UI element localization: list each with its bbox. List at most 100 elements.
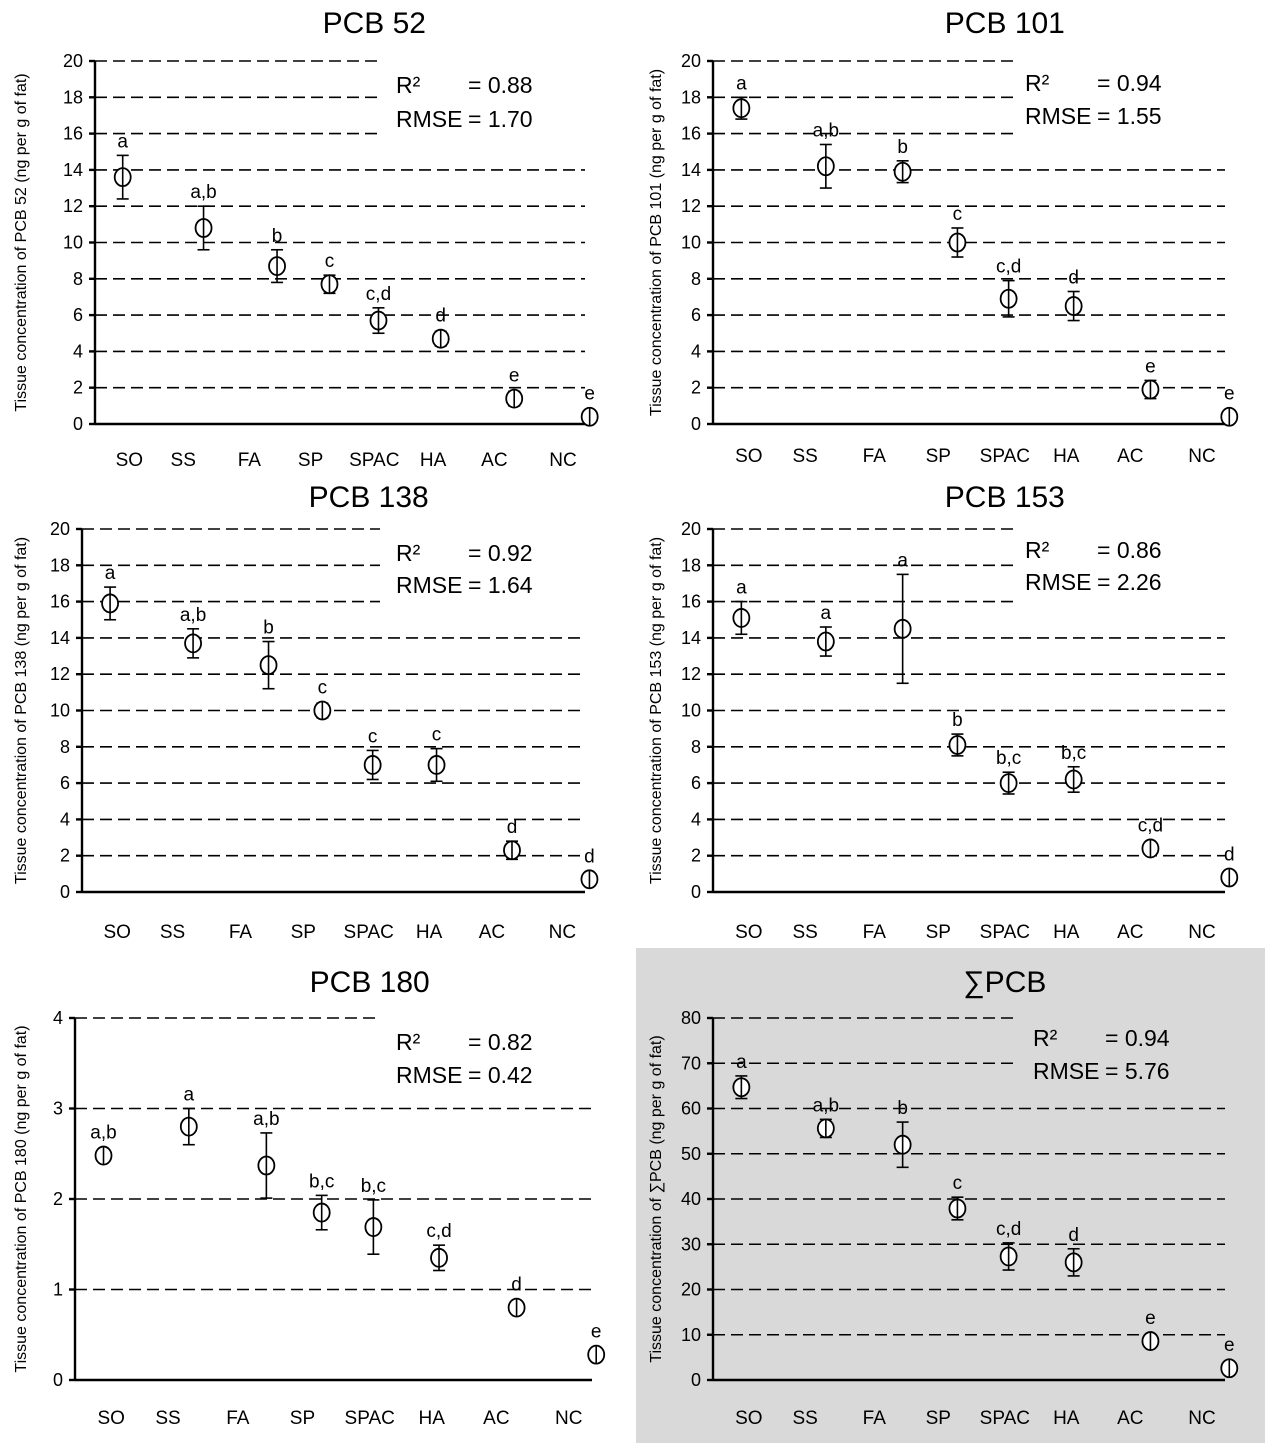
y-tick-label: 14: [681, 160, 701, 180]
x-category-label: NC: [1188, 1408, 1215, 1429]
significance-letter: d: [435, 306, 446, 327]
x-category-label: HA: [420, 450, 447, 471]
y-tick-label: 16: [63, 124, 83, 144]
significance-letter: c: [432, 725, 442, 746]
y-tick-label: 2: [691, 378, 701, 398]
chart-title: PCB 101: [945, 7, 1065, 40]
x-category-label: SPAC: [980, 446, 1030, 467]
significance-letter: c: [953, 204, 963, 225]
y-tick-label: 20: [681, 51, 701, 71]
x-category-label: SO: [735, 922, 762, 943]
significance-letter: c: [318, 678, 328, 699]
significance-letter: b: [897, 137, 908, 158]
significance-letter: e: [509, 366, 520, 387]
significance-letter: c,d: [996, 1219, 1021, 1240]
y-tick-label: 50: [681, 1144, 701, 1164]
x-category-label: SS: [160, 922, 185, 943]
y-tick-label: 30: [681, 1234, 701, 1254]
r2-value: = 0.82: [468, 1029, 533, 1055]
chart-title: PCB 138: [309, 481, 429, 514]
chart-panel-pcb-138: PCB 138 Tissue concentration of PCB 138 (…: [0, 478, 632, 948]
x-category-label: SO: [103, 922, 130, 943]
significance-letter: a: [117, 131, 128, 152]
x-category-label: SS: [155, 1408, 180, 1429]
x-category-label: FA: [238, 450, 262, 471]
y-tick-label: 3: [53, 1099, 63, 1119]
y-tick-label: 8: [691, 269, 701, 289]
y-tick-label: 0: [691, 1370, 701, 1390]
x-category-label: NC: [549, 450, 576, 471]
y-tick-label: 18: [63, 87, 83, 107]
x-category-label: SP: [298, 450, 323, 471]
y-tick-label: 4: [60, 809, 70, 829]
r2-label: R²: [396, 540, 421, 566]
y-tick-label: 6: [691, 305, 701, 325]
chart-panel-pcb-180: PCB 180 Tissue concentration of PCB 180 (…: [0, 948, 632, 1443]
y-tick-label: 12: [681, 664, 701, 684]
r2-value: = 0.94: [1105, 1025, 1170, 1051]
rmse-value: = 2.26: [1097, 569, 1162, 595]
x-category-label: AC: [481, 450, 507, 471]
panel-background: [636, 478, 1265, 948]
chart-svg: ∑PCB Tissue concentration of ∑PCB (ng per…: [636, 948, 1265, 1443]
r2-label: R²: [1033, 1025, 1058, 1051]
significance-letter: c,d: [996, 257, 1021, 278]
rmse-label: RMSE: [396, 572, 462, 598]
chart-title: PCB 153: [945, 481, 1065, 514]
r2-value: = 0.86: [1097, 537, 1162, 563]
x-category-label: HA: [1053, 922, 1080, 943]
y-tick-label: 16: [50, 592, 70, 612]
y-tick-label: 8: [60, 737, 70, 757]
y-tick-label: 4: [53, 1008, 63, 1028]
x-category-label: AC: [1117, 446, 1143, 467]
chart-panel-pcb-101: PCB 101 Tissue concentration of PCB 101 (…: [636, 0, 1265, 478]
significance-letter: a: [821, 603, 832, 624]
x-category-label: HA: [419, 1408, 446, 1429]
chart-title: ∑PCB: [963, 966, 1046, 999]
y-tick-label: 10: [63, 233, 83, 253]
x-category-label: SPAC: [349, 450, 399, 471]
x-category-label: SO: [735, 1408, 762, 1429]
r2-value: = 0.94: [1097, 70, 1162, 96]
significance-letter: b,c: [309, 1171, 334, 1192]
x-category-label: SPAC: [345, 1408, 395, 1429]
x-category-label: SS: [792, 922, 817, 943]
y-tick-label: 6: [691, 773, 701, 793]
x-category-label: SP: [290, 1408, 315, 1429]
significance-letter: b: [263, 618, 274, 639]
y-tick-label: 4: [73, 341, 83, 361]
y-tick-label: 12: [50, 664, 70, 684]
y-tick-label: 2: [73, 378, 83, 398]
x-category-label: SS: [792, 446, 817, 467]
significance-letter: a: [184, 1085, 195, 1106]
significance-letter: a: [736, 73, 747, 94]
y-tick-label: 16: [681, 592, 701, 612]
y-tick-label: 2: [60, 846, 70, 866]
x-category-label: HA: [416, 922, 443, 943]
x-category-label: SP: [926, 922, 951, 943]
chart-panel-pcb-52: PCB 52 Tissue concentration of PCB 52 (ng…: [0, 0, 632, 478]
rmse-label: RMSE: [1025, 103, 1091, 129]
significance-letter: a: [105, 563, 116, 584]
significance-letter: d: [1224, 844, 1235, 865]
panel-background: [636, 948, 1265, 1443]
chart-svg: PCB 180 Tissue concentration of PCB 180 (…: [0, 948, 632, 1443]
x-category-label: NC: [1188, 446, 1215, 467]
y-tick-label: 12: [681, 196, 701, 216]
x-category-label: FA: [863, 1408, 887, 1429]
y-tick-label: 14: [681, 628, 701, 648]
x-category-label: SP: [926, 446, 951, 467]
chart-title: PCB 180: [310, 966, 430, 999]
y-tick-label: 14: [50, 628, 70, 648]
x-category-label: SPAC: [344, 922, 394, 943]
y-tick-label: 0: [691, 882, 701, 902]
y-axis-label: Tissue concentration of PCB 52 (ng per g…: [13, 73, 30, 411]
chart-svg: PCB 138 Tissue concentration of PCB 138 (…: [0, 478, 632, 948]
y-tick-label: 18: [681, 87, 701, 107]
y-tick-label: 20: [63, 51, 83, 71]
significance-letter: a,b: [90, 1123, 116, 1144]
significance-letter: c,d: [1138, 815, 1163, 836]
significance-letter: a,b: [813, 120, 839, 141]
x-category-label: AC: [1117, 1408, 1143, 1429]
significance-letter: c: [368, 726, 378, 747]
